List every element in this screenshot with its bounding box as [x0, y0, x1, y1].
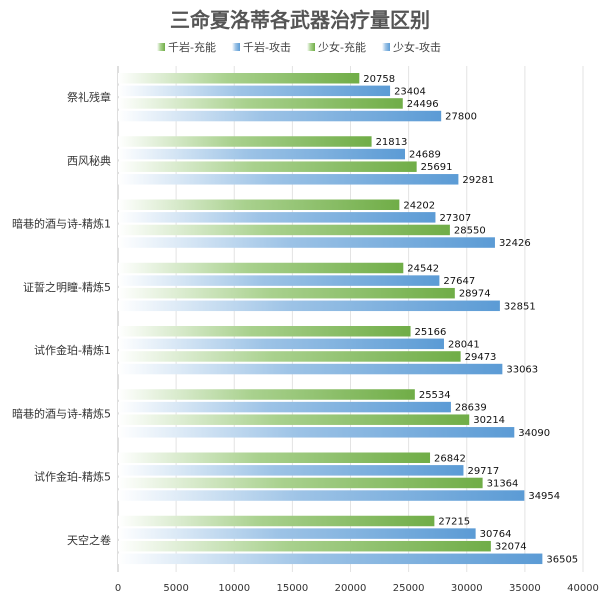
data-label: 27647 — [443, 276, 475, 287]
data-label: 24542 — [407, 264, 439, 275]
data-label: 30764 — [480, 529, 512, 540]
bar — [118, 73, 360, 84]
bar — [118, 199, 400, 210]
x-tick-label: 40000 — [567, 583, 599, 594]
data-label: 24496 — [407, 99, 439, 110]
category-label: 暗巷的酒与诗-精炼5 — [12, 406, 111, 420]
data-label: 31364 — [487, 478, 519, 489]
bar — [118, 338, 444, 350]
data-label: 30214 — [473, 415, 505, 426]
bar — [118, 174, 459, 185]
x-tick-labels: 0 5000 10000 15000 20000 25000 30000 35000 40000 — [115, 583, 599, 594]
bar — [118, 262, 404, 274]
bar — [118, 148, 406, 160]
x-tick-label: 0 — [115, 583, 121, 594]
bar — [118, 553, 543, 565]
bar — [118, 110, 442, 122]
data-label: 33063 — [506, 365, 538, 376]
legend-swatch — [382, 43, 390, 51]
bar — [118, 287, 455, 299]
legend-swatch — [307, 43, 315, 51]
bar — [118, 85, 391, 97]
x-tick-label: 5000 — [163, 583, 188, 594]
bar — [118, 465, 464, 476]
category-label: 天空之卷 — [67, 533, 111, 547]
data-label: 20758 — [363, 74, 395, 85]
data-label: 34954 — [528, 491, 560, 502]
bar — [118, 136, 372, 147]
bar — [118, 224, 450, 236]
bar — [118, 452, 431, 463]
x-tick-label: 25000 — [393, 583, 425, 594]
data-label: 26842 — [434, 453, 466, 464]
bar — [118, 414, 470, 425]
legend-swatch — [157, 43, 165, 51]
x-tick-label: 20000 — [335, 583, 367, 594]
category-label: 试作金珀-精炼1 — [34, 343, 111, 357]
legend-entry: 千岩-攻击 — [243, 40, 291, 54]
data-label: 24689 — [409, 150, 441, 161]
bar — [118, 490, 525, 501]
bar — [118, 540, 491, 552]
data-label: 24202 — [403, 200, 435, 211]
bar — [118, 363, 503, 375]
x-tick-label: 35000 — [509, 583, 541, 594]
bar — [118, 401, 451, 413]
data-label: 28550 — [454, 225, 486, 236]
data-label: 25691 — [421, 162, 453, 173]
data-label: 27215 — [438, 517, 470, 528]
category-label: 西风秘典 — [67, 153, 111, 167]
data-label: 32851 — [504, 301, 536, 312]
bar — [118, 477, 483, 489]
category-label: 祭礼残章 — [67, 90, 111, 104]
data-label: 25166 — [415, 327, 447, 338]
data-label: 34090 — [518, 428, 550, 439]
data-label: 36505 — [546, 554, 578, 565]
bar — [118, 161, 417, 172]
legend-entry: 少女-攻击 — [393, 40, 441, 54]
legend-swatch — [232, 43, 240, 51]
bar — [118, 351, 461, 362]
bar — [118, 98, 403, 109]
data-label: 28041 — [448, 339, 480, 350]
legend: 千岩-充能 千岩-攻击 少女-充能 少女-攻击 — [157, 40, 441, 54]
bar — [118, 515, 435, 527]
bar — [118, 212, 436, 223]
bars — [118, 73, 543, 565]
data-label: 25534 — [419, 390, 451, 401]
data-label: 27800 — [445, 112, 477, 123]
data-label: 29717 — [467, 466, 499, 477]
data-label: 28974 — [459, 289, 491, 300]
bar — [118, 275, 440, 286]
data-label: 29281 — [462, 175, 494, 186]
bar — [118, 300, 500, 312]
data-label: 27307 — [439, 213, 471, 224]
bar — [118, 389, 415, 400]
data-label: 21813 — [376, 137, 408, 148]
category-label: 证誓之明瞳-精炼5 — [23, 280, 111, 294]
category-label: 暗巷的酒与诗-精炼1 — [12, 217, 111, 231]
legend-entry: 千岩-充能 — [168, 40, 216, 54]
data-label: 32426 — [499, 238, 531, 249]
x-tick-label: 10000 — [218, 583, 250, 594]
bar — [118, 326, 411, 337]
x-tick-label: 15000 — [276, 583, 308, 594]
data-label: 32074 — [495, 542, 527, 553]
data-label: 28639 — [455, 403, 487, 414]
chart-title: 三命夏洛蒂各武器治疗量区别 — [170, 8, 430, 32]
bar — [118, 528, 476, 539]
data-label: 29473 — [465, 352, 497, 363]
legend-entry: 少女-充能 — [318, 40, 366, 54]
x-tick-label: 30000 — [451, 583, 483, 594]
data-label: 23404 — [394, 86, 426, 97]
category-label: 试作金珀-精炼5 — [34, 470, 111, 484]
bar — [118, 237, 495, 248]
bar — [118, 427, 515, 438]
